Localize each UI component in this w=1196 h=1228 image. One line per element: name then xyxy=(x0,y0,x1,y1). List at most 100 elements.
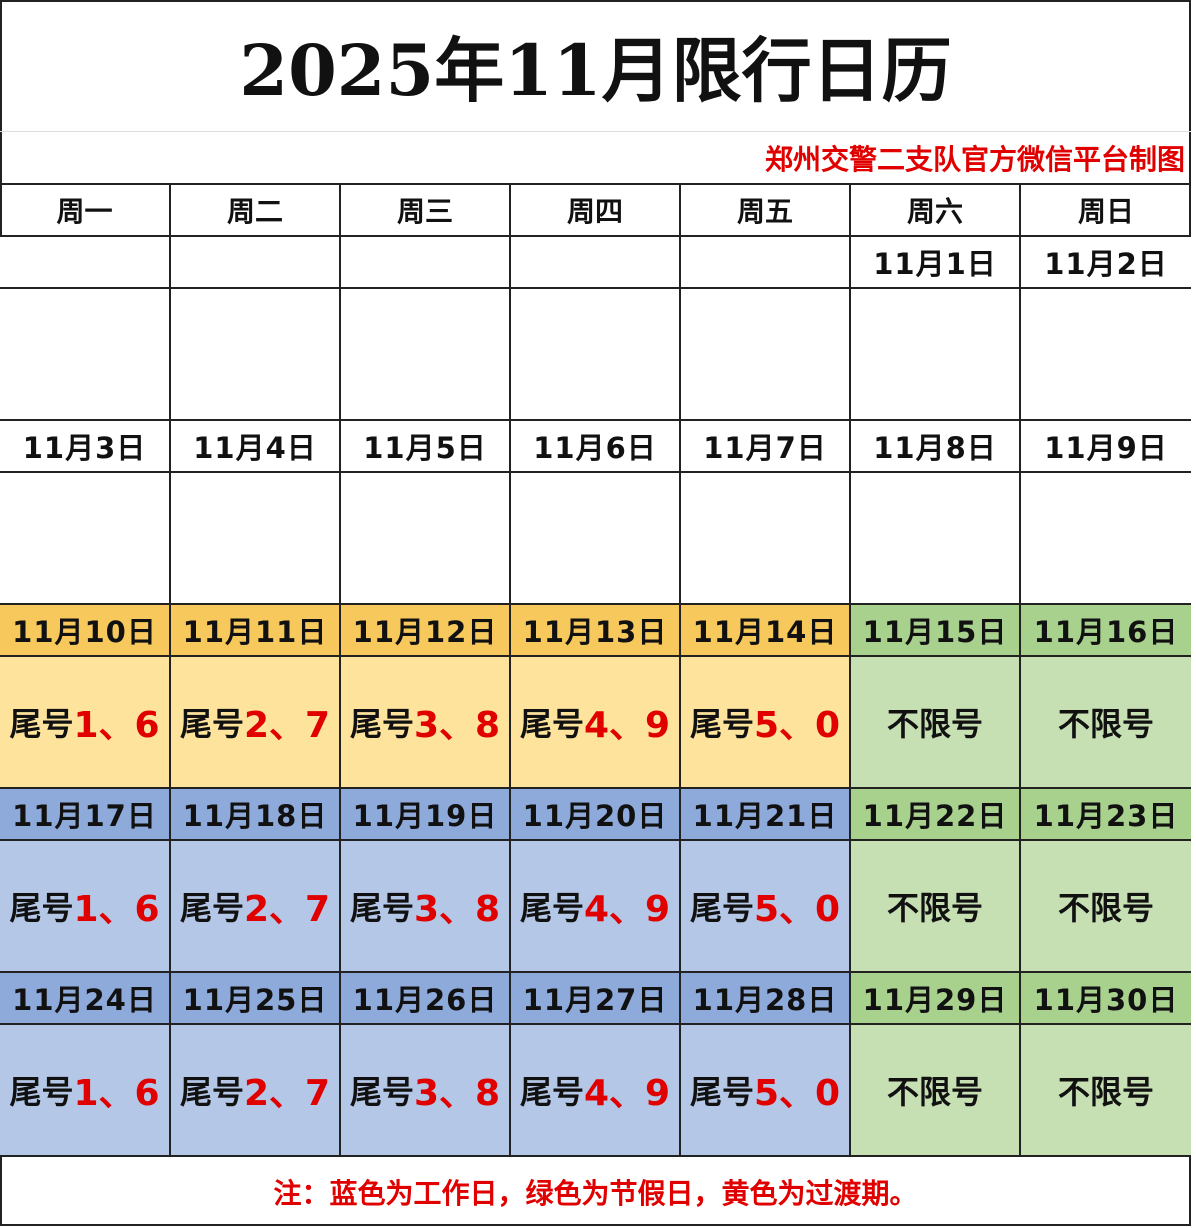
date-cell: 11月27日 xyxy=(511,973,681,1025)
no-restriction-label: 不限号 xyxy=(886,1073,983,1111)
date-cell: 11月30日 xyxy=(1021,973,1191,1025)
restriction-cell: 尾号 3、8 xyxy=(341,657,511,789)
page-title: 2025年11月限行日历 xyxy=(0,0,1191,132)
date-cell: 11月24日 xyxy=(0,973,171,1025)
restricted-digits: 1、6 xyxy=(73,705,160,746)
date-cell: 11月13日 xyxy=(511,605,681,657)
plate-label: 尾号 xyxy=(689,705,754,743)
date-cell: 11月5日 xyxy=(341,421,511,473)
restriction-cell: 不限号 xyxy=(851,841,1021,973)
no-restriction-label: 不限号 xyxy=(1057,889,1154,927)
restriction-cell: 尾号 1、6 xyxy=(0,657,171,789)
date-cell: 11月16日 xyxy=(1021,605,1191,657)
plate-label: 尾号 xyxy=(349,889,414,927)
date-cell: 11月14日 xyxy=(681,605,851,657)
restricted-digits: 5、0 xyxy=(753,1073,841,1114)
plate-label: 尾号 xyxy=(519,705,584,743)
plate-label: 尾号 xyxy=(519,889,584,927)
restriction-cell xyxy=(341,473,511,605)
plate-label: 尾号 xyxy=(689,889,754,927)
restriction-cell xyxy=(681,289,851,421)
restriction-cell: 尾号 3、8 xyxy=(341,1025,511,1157)
plate-label: 尾号 xyxy=(179,705,244,743)
restricted-digits: 5、0 xyxy=(753,889,841,930)
restriction-cell: 尾号 3、8 xyxy=(341,841,511,973)
weekday-header: 周三 xyxy=(341,185,511,237)
no-restriction-label: 不限号 xyxy=(886,889,983,927)
restriction-cell: 尾号 2、7 xyxy=(171,657,341,789)
date-cell xyxy=(341,237,511,289)
no-restriction-label: 不限号 xyxy=(886,705,983,743)
plate-label: 尾号 xyxy=(179,889,244,927)
date-cell: 11月15日 xyxy=(851,605,1021,657)
date-cell: 11月9日 xyxy=(1021,421,1191,473)
restricted-digits: 3、8 xyxy=(413,705,501,746)
date-cell: 11月8日 xyxy=(851,421,1021,473)
restricted-digits: 3、8 xyxy=(413,889,501,930)
weekday-header: 周五 xyxy=(681,185,851,237)
date-cell: 11月17日 xyxy=(0,789,171,841)
date-cell: 11月4日 xyxy=(171,421,341,473)
restriction-cell xyxy=(0,473,171,605)
restriction-cell xyxy=(511,473,681,605)
restriction-cell: 尾号 4、9 xyxy=(511,657,681,789)
restriction-cell xyxy=(681,473,851,605)
restricted-digits: 4、9 xyxy=(583,889,671,930)
plate-label: 尾号 xyxy=(9,705,74,743)
restriction-cell xyxy=(511,289,681,421)
restriction-cell: 不限号 xyxy=(1021,841,1191,973)
weekday-header: 周二 xyxy=(171,185,341,237)
restriction-cell xyxy=(1021,289,1191,421)
date-cell: 11月12日 xyxy=(341,605,511,657)
calendar-grid: 周一 周二 周三 周四 周五 周六 周日 11月1日 11月2日 11月3日 11月4日 11月5日 1… xyxy=(0,185,1191,1157)
restricted-digits: 2、7 xyxy=(243,1073,331,1114)
date-cell: 11月29日 xyxy=(851,973,1021,1025)
restricted-digits: 4、9 xyxy=(583,1073,671,1114)
date-cell xyxy=(681,237,851,289)
date-cell xyxy=(511,237,681,289)
date-cell: 11月11日 xyxy=(171,605,341,657)
restriction-cell: 尾号 4、9 xyxy=(511,1025,681,1157)
date-cell: 11月28日 xyxy=(681,973,851,1025)
restricted-digits: 3、8 xyxy=(413,1073,501,1114)
restriction-cell: 不限号 xyxy=(851,1025,1021,1157)
plate-label: 尾号 xyxy=(9,889,74,927)
weekday-header: 周四 xyxy=(511,185,681,237)
plate-label: 尾号 xyxy=(179,1073,244,1111)
weekday-header: 周日 xyxy=(1021,185,1191,237)
restriction-cell: 尾号 1、6 xyxy=(0,841,171,973)
restriction-cell: 不限号 xyxy=(851,657,1021,789)
source-credit: 郑州交警二支队官方微信平台制图 xyxy=(0,132,1191,185)
date-cell: 11月10日 xyxy=(0,605,171,657)
restriction-cell: 尾号 5、0 xyxy=(681,1025,851,1157)
restriction-cell xyxy=(341,289,511,421)
restriction-cell: 尾号 1、6 xyxy=(0,1025,171,1157)
date-cell: 11月2日 xyxy=(1021,237,1191,289)
restriction-cell: 不限号 xyxy=(1021,657,1191,789)
restriction-cell: 尾号 4、9 xyxy=(511,841,681,973)
plate-label: 尾号 xyxy=(349,705,414,743)
restriction-cell xyxy=(171,289,341,421)
restriction-cell xyxy=(1021,473,1191,605)
date-cell: 11月6日 xyxy=(511,421,681,473)
date-cell: 11月18日 xyxy=(171,789,341,841)
no-restriction-label: 不限号 xyxy=(1057,705,1154,743)
restriction-cell: 不限号 xyxy=(1021,1025,1191,1157)
date-cell: 11月21日 xyxy=(681,789,851,841)
date-cell: 11月20日 xyxy=(511,789,681,841)
weekday-header: 周一 xyxy=(0,185,171,237)
restriction-cell xyxy=(851,289,1021,421)
date-cell: 11月26日 xyxy=(341,973,511,1025)
restricted-digits: 2、7 xyxy=(243,889,331,930)
date-cell: 11月19日 xyxy=(341,789,511,841)
date-cell: 11月23日 xyxy=(1021,789,1191,841)
restricted-digits: 2、7 xyxy=(243,705,331,746)
restricted-digits: 1、6 xyxy=(73,889,160,930)
restriction-cell xyxy=(851,473,1021,605)
weekday-header: 周六 xyxy=(851,185,1021,237)
date-cell xyxy=(171,237,341,289)
date-cell: 11月7日 xyxy=(681,421,851,473)
restriction-cell xyxy=(0,289,171,421)
date-cell: 11月1日 xyxy=(851,237,1021,289)
restriction-cell: 尾号 2、7 xyxy=(171,1025,341,1157)
